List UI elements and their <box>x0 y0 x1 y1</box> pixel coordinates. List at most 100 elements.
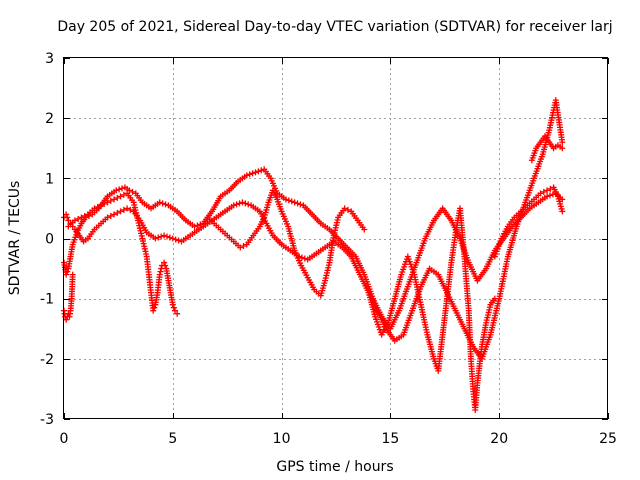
data-point <box>91 205 98 212</box>
data-point <box>158 265 165 272</box>
data-point <box>169 235 176 242</box>
x-tick-label: 0 <box>60 431 69 447</box>
data-point <box>78 214 85 221</box>
data-point <box>107 197 114 204</box>
data-point <box>245 201 252 208</box>
y-tick-label: -1 <box>40 292 54 308</box>
y-axis-label: SDTVAR / TECUs <box>7 181 23 296</box>
data-point <box>151 304 158 311</box>
data-point <box>243 172 250 179</box>
y-tick-label: 3 <box>45 51 54 67</box>
data-point <box>97 202 104 209</box>
series-trace-7 <box>491 184 566 260</box>
data-point <box>237 244 244 251</box>
y-tick-label: 0 <box>45 232 54 248</box>
data-point <box>194 222 201 229</box>
data-point <box>258 167 265 174</box>
series-trace-6 <box>365 205 498 413</box>
data-point <box>546 192 553 199</box>
data-point <box>63 271 70 278</box>
data-point <box>129 188 136 195</box>
data-point <box>157 268 164 275</box>
data-points <box>61 97 566 413</box>
chart-title: Day 205 of 2021, Sidereal Day-to-day VTE… <box>57 19 612 35</box>
data-point <box>116 186 123 193</box>
series-trace-4 <box>204 187 368 299</box>
data-point <box>255 168 262 175</box>
y-tick-label: -3 <box>40 412 54 428</box>
data-point <box>107 212 114 219</box>
x-tick-label: 25 <box>599 431 617 447</box>
y-tick-label: -2 <box>40 352 54 368</box>
data-point <box>120 206 127 213</box>
data-point <box>119 185 126 192</box>
axis-ticks: 0 5 10 15 20 25 -3 -2 -1 0 1 2 3 <box>40 51 617 447</box>
data-point <box>239 199 246 206</box>
data-point <box>291 199 298 206</box>
y-tick-label: 1 <box>45 171 54 187</box>
grid-lines <box>64 58 608 419</box>
data-point <box>171 307 178 314</box>
data-point <box>547 185 554 192</box>
data-point <box>236 200 243 207</box>
series-trace-8 <box>528 133 566 164</box>
data-point <box>191 223 198 230</box>
data-point <box>172 236 179 243</box>
data-point <box>63 211 70 218</box>
x-tick-label: 20 <box>490 431 508 447</box>
data-point <box>301 255 308 262</box>
data-point <box>544 187 551 194</box>
data-point <box>361 226 368 233</box>
data-point <box>114 209 121 216</box>
data-point <box>69 271 76 278</box>
data-point <box>537 190 544 197</box>
data-point <box>124 205 131 212</box>
series-trace-2 <box>61 97 566 362</box>
data-point <box>150 307 157 314</box>
data-point <box>120 191 127 198</box>
data-point <box>540 188 547 195</box>
data-point <box>240 243 247 250</box>
data-point <box>114 194 121 201</box>
data-point <box>94 203 101 210</box>
data-point <box>159 200 166 207</box>
data-point <box>288 198 295 205</box>
data-point <box>117 193 124 200</box>
data-point <box>170 304 177 311</box>
data-point <box>491 295 498 302</box>
y-tick-label: 2 <box>45 111 54 127</box>
data-point <box>64 268 71 275</box>
data-point <box>104 199 111 206</box>
data-point <box>63 316 70 323</box>
data-point <box>230 202 237 209</box>
data-point <box>117 208 124 215</box>
data-point <box>294 200 301 207</box>
data-point <box>152 235 159 242</box>
data-point <box>162 201 169 208</box>
data-point <box>127 206 134 213</box>
data-point <box>65 217 72 224</box>
data-point <box>344 206 351 213</box>
data-point <box>113 187 120 194</box>
data-point <box>249 170 256 177</box>
series-trace-5 <box>61 271 76 323</box>
data-point <box>155 234 162 241</box>
data-point <box>242 200 249 207</box>
data-point <box>341 205 348 212</box>
data-point <box>175 237 182 244</box>
data-point <box>81 212 88 219</box>
data-point <box>111 196 118 203</box>
data-point <box>156 271 163 278</box>
data-point <box>559 208 566 215</box>
data-point <box>101 200 108 207</box>
data-point <box>64 214 71 221</box>
x-tick-label: 15 <box>381 431 399 447</box>
x-tick-label: 5 <box>168 431 177 447</box>
data-point <box>297 201 304 208</box>
data-point <box>285 197 292 204</box>
data-point <box>169 301 176 308</box>
data-point <box>104 214 111 221</box>
data-point <box>162 262 169 269</box>
data-point <box>282 196 289 203</box>
